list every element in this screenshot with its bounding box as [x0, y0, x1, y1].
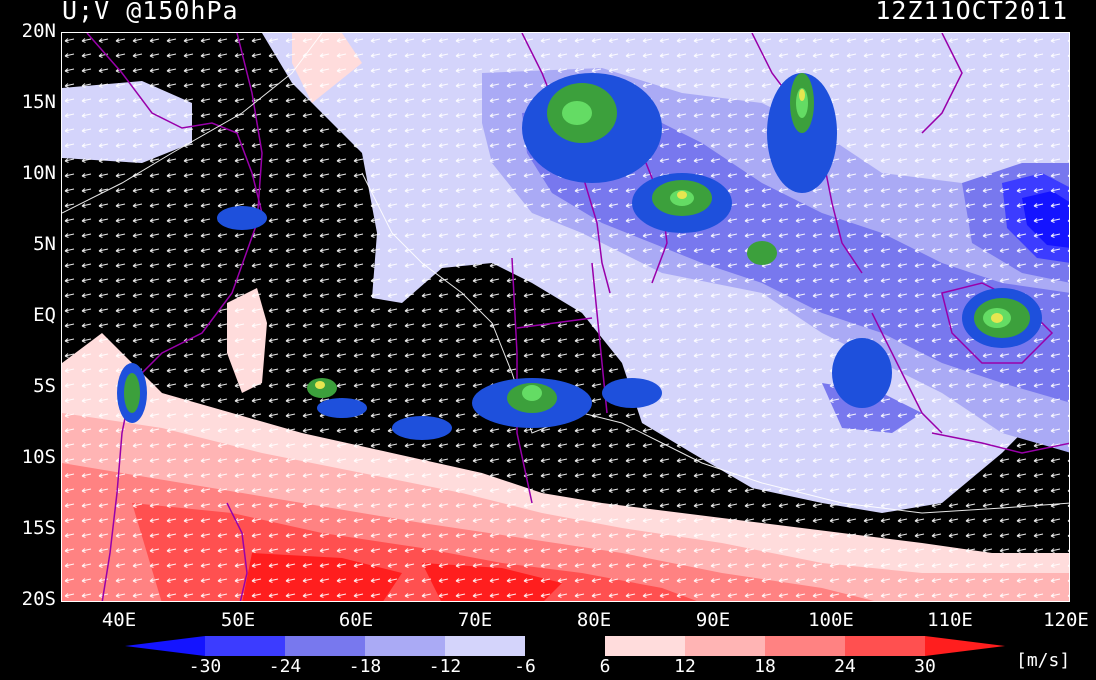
colorbar-label: 24 [834, 656, 856, 677]
colorbar-label: -30 [188, 656, 222, 677]
colorbar-seg-24 [845, 636, 925, 656]
lat-label-20n: 20N [21, 20, 56, 42]
colorbar-arrow-left [125, 636, 205, 656]
colorbar-seg-6 [605, 636, 685, 656]
lon-label-50e: 50E [220, 609, 256, 631]
colorbar-label: 12 [674, 656, 696, 677]
colorbar-seg-calm [525, 636, 605, 656]
lon-label-40e: 40E [101, 609, 137, 631]
colorbar-arrow-right [925, 636, 1005, 656]
lat-label-20s: 20S [21, 588, 56, 610]
lon-label-70e: 70E [457, 609, 493, 631]
colorbar-units: [m/s] [1016, 650, 1071, 671]
colorbar-seg-18 [765, 636, 845, 656]
lon-label-120e: 120E [1043, 609, 1089, 631]
wind-map [62, 33, 1069, 601]
map-panel [61, 32, 1070, 602]
colorbar-label: -12 [428, 656, 462, 677]
colorbar-label: -6 [514, 656, 536, 677]
lon-label-110e: 110E [927, 609, 973, 631]
lat-label-eq: EQ [33, 304, 56, 326]
colorbar-seg-neg30 [205, 636, 285, 656]
valid-time: 12Z11OCT2011 [875, 0, 1068, 25]
lat-label-5n: 5N [33, 233, 56, 255]
colorbar-seg-neg24 [285, 636, 365, 656]
lat-label-5s: 5S [33, 375, 56, 397]
colorbar-label: 30 [914, 656, 936, 677]
lon-label-60e: 60E [338, 609, 374, 631]
colorbar-seg-neg18 [365, 636, 445, 656]
colorbar-label: -24 [268, 656, 302, 677]
colorbar-seg-12 [685, 636, 765, 656]
chart-title: U;V @150hPa [62, 0, 239, 25]
colorbar-label: -18 [348, 656, 382, 677]
lat-label-15s: 15S [21, 517, 56, 539]
zero-contour [62, 33, 1069, 514]
lat-label-10s: 10S [21, 446, 56, 468]
lon-label-100e: 100E [808, 609, 854, 631]
colorbar-seg-neg12 [445, 636, 525, 656]
lon-label-90e: 90E [695, 609, 731, 631]
colorbar-label: 6 [599, 656, 611, 677]
colorbar-label: 18 [754, 656, 776, 677]
lon-label-80e: 80E [576, 609, 612, 631]
lat-label-10n: 10N [21, 162, 56, 184]
convection-overlay [117, 73, 1042, 440]
lat-label-15n: 15N [21, 91, 56, 113]
